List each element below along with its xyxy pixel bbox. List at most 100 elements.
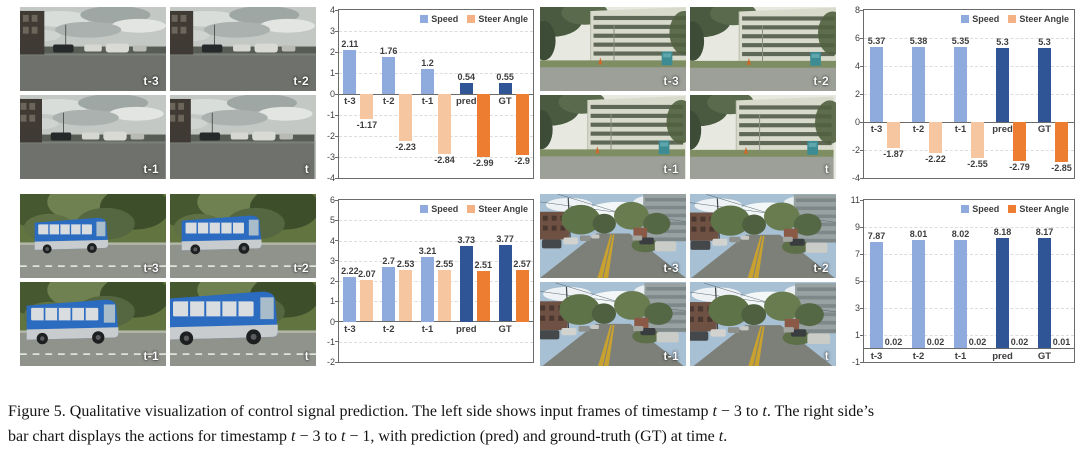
y-tick-label: -3	[327, 152, 335, 162]
value-label: 5.37	[858, 36, 896, 46]
axis-tick	[335, 157, 339, 158]
frame-timestamp-label: t-3	[663, 74, 679, 88]
axis-tick	[860, 66, 864, 67]
speed-bar	[499, 245, 512, 321]
camera-frame-t-3: t-3	[540, 194, 686, 278]
chart-legend: Speed Steer Angle	[420, 204, 528, 214]
legend-item: Speed	[420, 204, 458, 214]
speed-bar	[954, 240, 967, 348]
caption-text: bar chart displays the actions for times…	[8, 428, 291, 445]
y-tick-label: -1	[327, 110, 335, 120]
axis-tick	[335, 220, 339, 221]
axis-tick	[335, 281, 339, 282]
frame-timestamp-label: t	[305, 349, 309, 363]
value-label: 2.51	[464, 260, 502, 270]
caption-line: bar chart displays the actions for times…	[8, 424, 1074, 449]
value-label: 8.17	[1026, 227, 1064, 237]
value-label: 1.76	[370, 46, 408, 56]
y-tick-label: -4	[852, 173, 860, 183]
axis-tick	[335, 178, 339, 179]
value-label: -2.79	[1001, 162, 1039, 172]
gridline	[339, 220, 533, 221]
legend-item: Speed	[420, 14, 458, 24]
steer-angle-bar	[516, 94, 529, 155]
speed-bar	[460, 246, 473, 322]
frame-timestamp-label: t-2	[813, 261, 829, 275]
axis-tick	[335, 301, 339, 302]
speed-bar	[343, 277, 356, 322]
category-label: t-1	[942, 351, 980, 362]
camera-frame-t-1: t-1	[540, 282, 686, 366]
value-label: 0.02	[917, 337, 955, 347]
camera-frame-t-3: t-3	[540, 7, 686, 91]
speed-bar	[912, 47, 925, 122]
frame-timestamp-label: t-2	[293, 74, 309, 88]
legend-label: Steer Angle	[478, 204, 528, 214]
value-label: 0.02	[875, 337, 913, 347]
value-label: 7.87	[858, 231, 896, 241]
camera-frame-t-3: t-3	[20, 194, 166, 278]
axis-tick	[335, 10, 339, 11]
speed-bar	[499, 83, 512, 95]
speed-swatch-icon	[420, 15, 428, 23]
camera-frame-t-1: t-1	[20, 95, 166, 179]
category-label: pred	[447, 324, 485, 335]
value-label: 5.3	[984, 37, 1022, 47]
value-label: -1.17	[348, 120, 386, 130]
steer-angle-bar	[477, 271, 490, 322]
gridline	[339, 52, 533, 53]
speed-swatch-icon	[420, 205, 428, 213]
speed-bar	[382, 267, 395, 322]
axis-tick	[335, 200, 339, 201]
frame-timestamp-label: t-1	[663, 162, 679, 176]
tree-lined-street-scene	[690, 282, 836, 366]
legend-label: Steer Angle	[478, 14, 528, 24]
value-label: 3.73	[447, 235, 485, 245]
legend-item: Speed	[961, 204, 999, 214]
y-tick-label: -1	[327, 337, 335, 347]
caption-line: Figure 5. Qualitative visualization of c…	[8, 399, 1074, 424]
camera-frame-t-2: t-2	[170, 194, 316, 278]
frame-timestamp-label: t-1	[143, 162, 159, 176]
axis-tick	[335, 52, 339, 53]
steer-angle-bar	[360, 280, 373, 322]
value-label: -2.99	[464, 158, 502, 168]
y-tick-label: -2	[852, 145, 860, 155]
speed-bar	[870, 242, 883, 348]
speed-bar	[912, 240, 925, 348]
value-label: 0.02	[959, 337, 997, 347]
frame-timestamp-label: t	[305, 162, 309, 176]
speed-bar	[460, 83, 473, 94]
camera-frame-grid: t-3	[540, 194, 836, 366]
speed-bar	[870, 47, 883, 122]
axis-tick	[860, 362, 864, 363]
speed-swatch-icon	[961, 205, 969, 213]
caption-text: .	[723, 428, 727, 445]
value-label: -2.9	[503, 156, 541, 166]
blue-bus-scene	[170, 282, 316, 366]
camera-frame-t-3: t-3	[20, 7, 166, 91]
axis-tick	[860, 281, 864, 282]
axis-tick	[335, 73, 339, 74]
gridline	[339, 342, 533, 343]
steer-swatch-icon	[1008, 15, 1016, 23]
speed-bar	[996, 48, 1009, 122]
camera-frame-grid: t-3 t-2	[540, 7, 836, 179]
speed-swatch-icon	[961, 15, 969, 23]
value-label: 5.35	[942, 36, 980, 46]
value-label: -1.87	[875, 149, 913, 159]
legend-label: Speed	[431, 204, 458, 214]
frame-timestamp-label: t-3	[143, 74, 159, 88]
value-label: -2.84	[426, 155, 464, 165]
speed-bar	[382, 57, 395, 94]
speed-bar	[343, 50, 356, 94]
category-label: t-2	[370, 324, 408, 335]
value-label: 8.01	[900, 229, 938, 239]
camera-frame-grid: t-3 t-2	[20, 7, 316, 179]
